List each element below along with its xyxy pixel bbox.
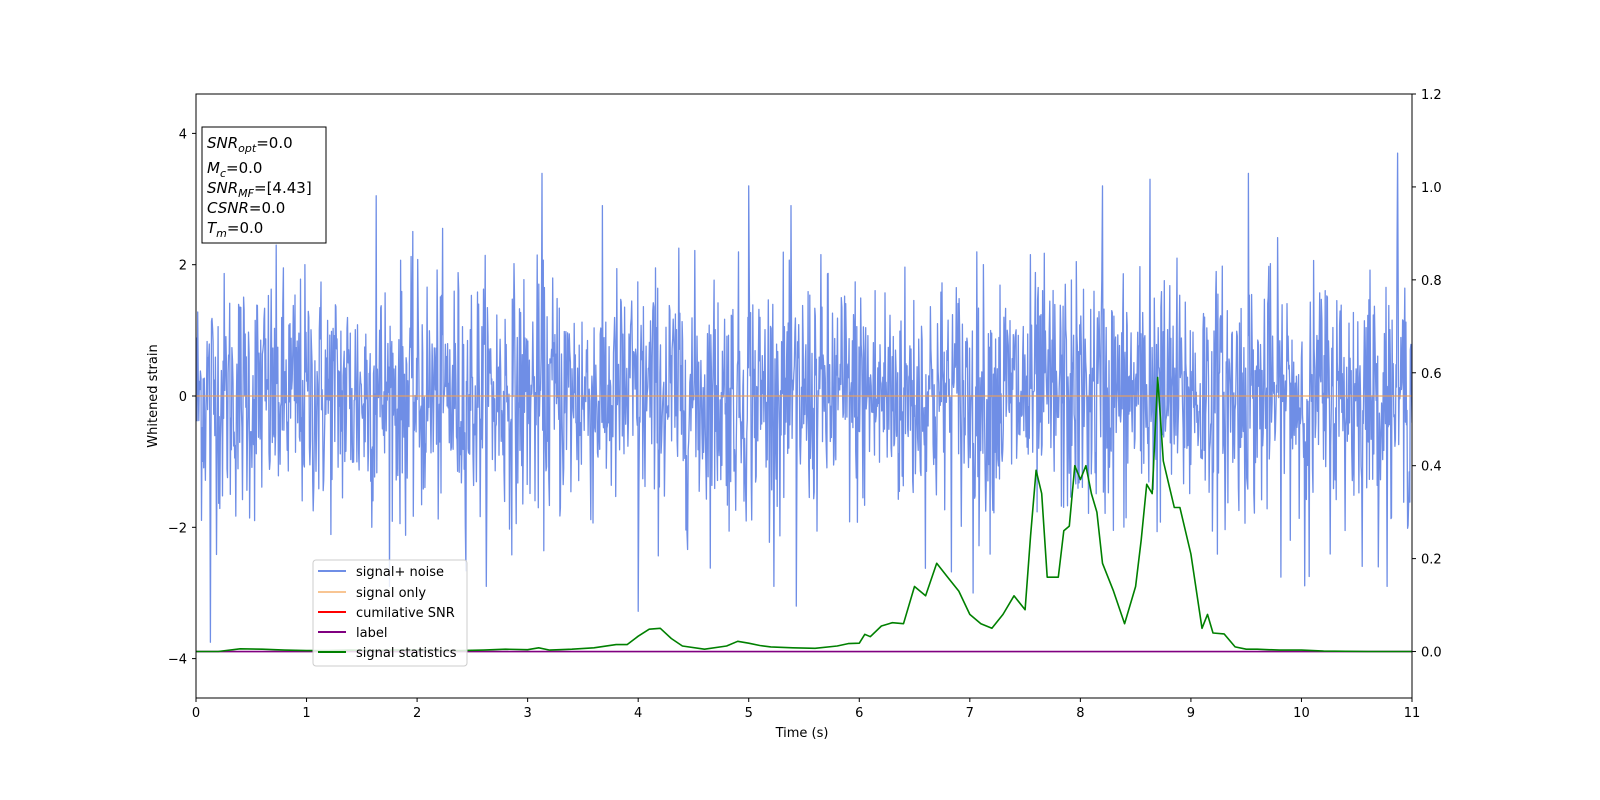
legend-label-signal-only: signal only — [356, 586, 426, 601]
legend-label-label: label — [356, 626, 387, 641]
y-right-tick-label: 1.0 — [1421, 181, 1442, 196]
y-right-tick-label: 0.2 — [1421, 553, 1442, 568]
y-right-tick-label: 0.6 — [1421, 367, 1442, 382]
signal-statistics-series — [196, 376, 1412, 653]
legend-label-cumulative-snr: cumilative SNR — [356, 606, 455, 621]
x-tick-label: 2 — [413, 706, 421, 721]
stat-tm: Tm=0.0 — [207, 219, 263, 240]
signal-noise-line — [196, 152, 1412, 643]
x-tick-label: 6 — [855, 706, 863, 721]
y-right-tick-label: 0.4 — [1421, 460, 1442, 475]
y-left-tick-label: 0 — [179, 390, 187, 405]
x-tick-label: 4 — [634, 706, 642, 721]
y-left-tick-label: −2 — [168, 521, 187, 536]
x-tick-label: 7 — [966, 706, 974, 721]
y-right-tick-label: 0.0 — [1421, 646, 1442, 661]
y-axis-label: Whitened strain — [146, 344, 161, 447]
stat-snr-opt: SNRopt=0.0 — [207, 134, 293, 155]
y-right-tick-label: 1.2 — [1421, 88, 1442, 103]
x-tick-label: 10 — [1293, 706, 1310, 721]
y-right-tick-label: 0.8 — [1421, 274, 1442, 289]
stat-csnr: CSNR=0.0 — [207, 199, 285, 217]
stat-snr-mf: SNRMF=[4.43] — [207, 179, 312, 200]
stats-box: SNRopt=0.0 Mc=0.0 SNRMF=[4.43] CSNR=0.0 … — [201, 126, 327, 244]
x-tick-label: 5 — [745, 706, 753, 721]
legend: signal+ noise signal only cumilative SNR… — [312, 559, 468, 667]
x-tick-label: 9 — [1187, 706, 1195, 721]
y-axis-left: 4 2 0 −2 −4 — [168, 127, 196, 668]
legend-label-signal-noise: signal+ noise — [356, 565, 444, 580]
signal-noise-series — [196, 152, 1412, 643]
y-left-tick-label: −4 — [168, 653, 187, 668]
x-tick-label: 3 — [523, 706, 531, 721]
legend-label-signal-statistics: signal statistics — [356, 646, 457, 661]
x-tick-label: 11 — [1404, 706, 1421, 721]
signal-statistics-line — [196, 376, 1412, 653]
y-axis-right: 1.2 1.0 0.8 0.6 0.4 0.2 0.0 — [1412, 88, 1442, 661]
stat-mc: Mc=0.0 — [207, 159, 262, 180]
x-tick-label: 0 — [192, 706, 200, 721]
x-axis: 0 1 2 3 4 5 6 7 8 9 10 11 — [192, 698, 1420, 721]
x-tick-label: 8 — [1076, 706, 1084, 721]
y-left-tick-label: 2 — [179, 259, 187, 274]
x-axis-label: Time (s) — [775, 726, 829, 741]
y-left-tick-label: 4 — [179, 127, 187, 142]
x-tick-label: 1 — [302, 706, 310, 721]
